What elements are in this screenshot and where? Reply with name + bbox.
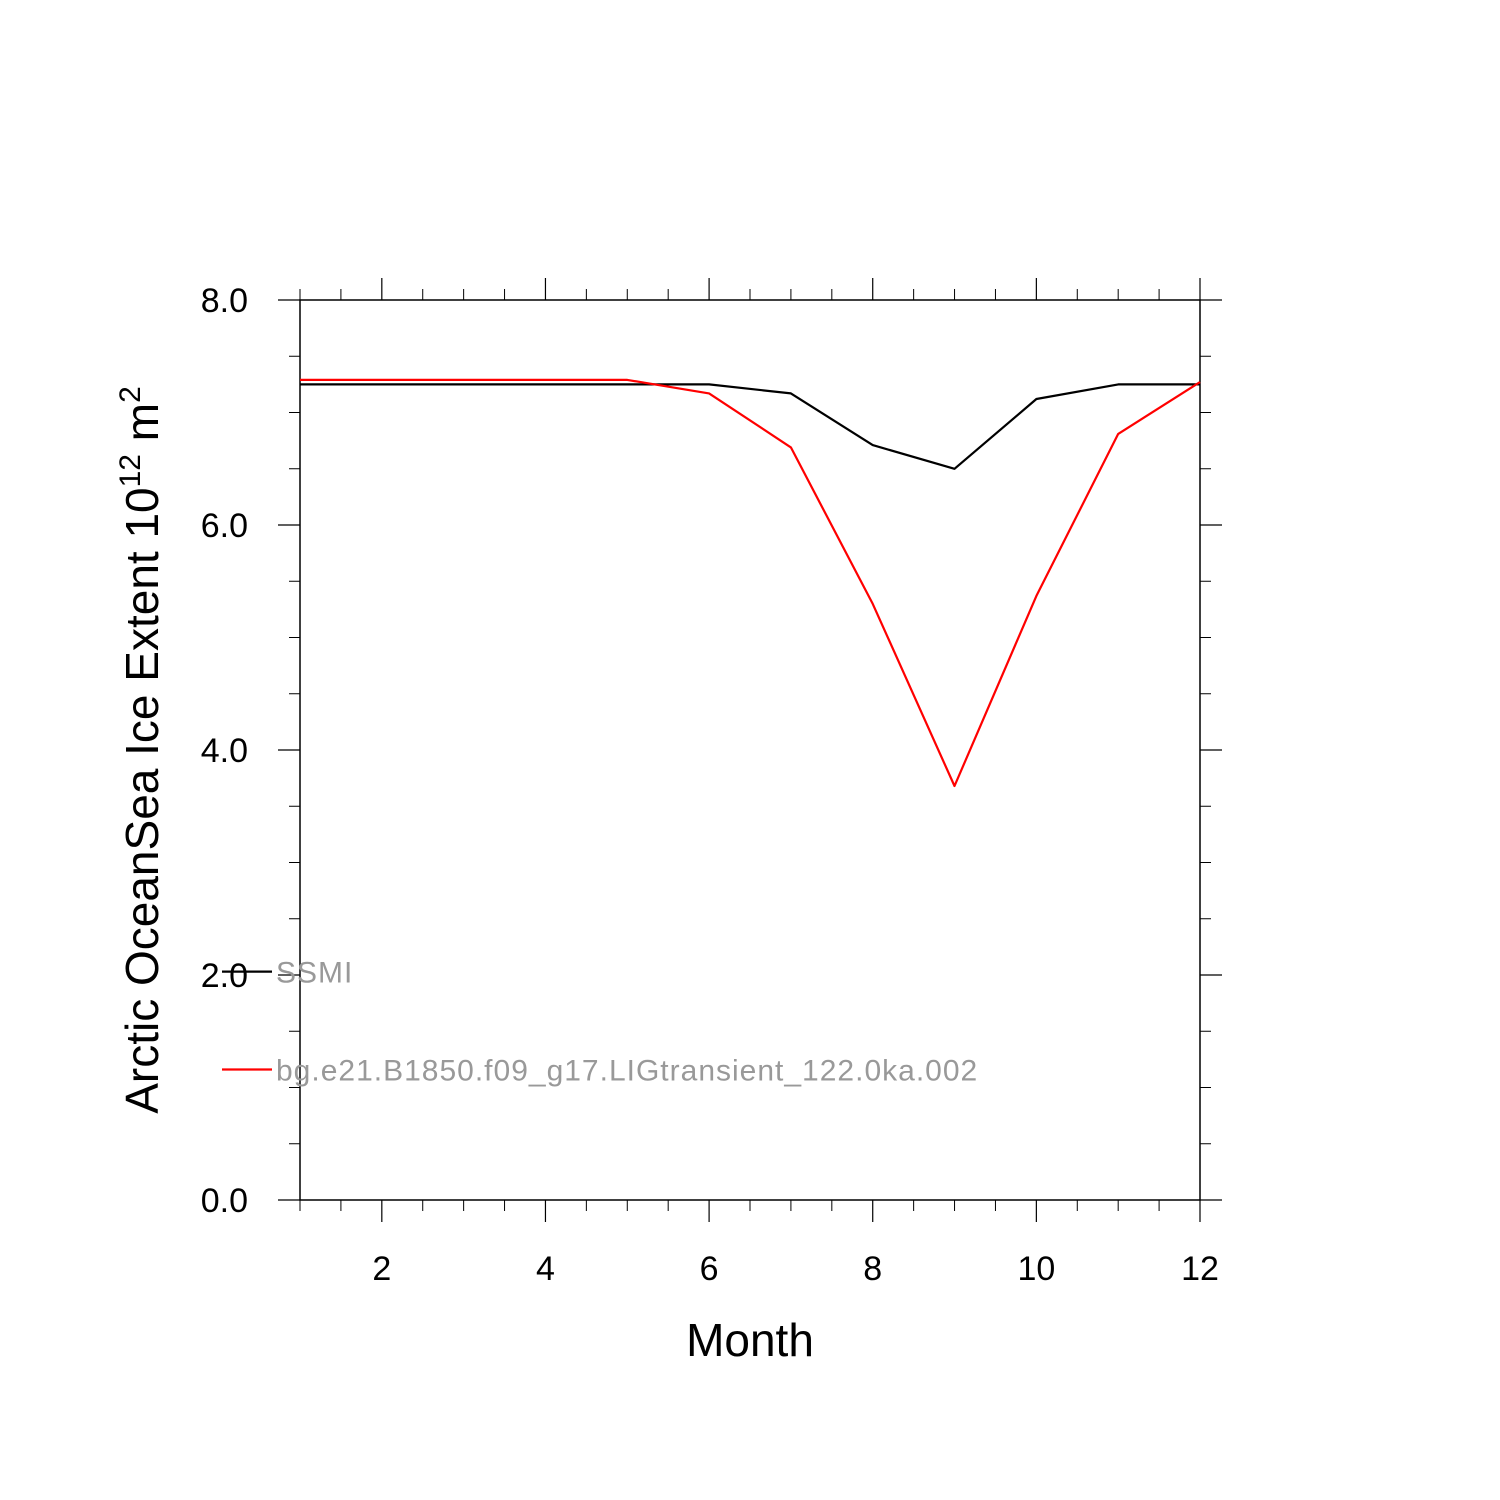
y-axis-title-unit-exponent: 2 <box>114 386 147 403</box>
series-line-2 <box>300 378 1201 788</box>
plot-frame <box>299 299 1201 1201</box>
x-tick-label: 2 <box>372 1250 391 1288</box>
y-tick-label: 6.0 <box>201 507 248 545</box>
x-tick-label: 12 <box>1181 1250 1219 1288</box>
y-tick-label: 0.0 <box>201 1182 248 1220</box>
major-ticks <box>278 278 1222 1222</box>
y-tick-label: 8.0 <box>201 282 248 320</box>
minor-ticks <box>289 289 1211 1211</box>
y-axis-title-unit: m <box>116 403 168 454</box>
legend-label-1: SSMI <box>276 957 353 990</box>
x-tick-label: 10 <box>1017 1250 1055 1288</box>
x-axis-title: Month <box>686 1314 814 1366</box>
x-tick-label: 4 <box>536 1250 555 1288</box>
y-axis-title-exponent: 12 <box>114 454 147 487</box>
tick-labels: 2 4 6 8 10 12 0.0 2.0 4.0 6.0 8.0 <box>201 282 1219 1288</box>
y-tick-label: 4.0 <box>201 732 248 770</box>
y-axis-title: Arctic OceanSea Ice Extent 1012 m2 <box>114 386 168 1114</box>
y-axis-title-main: Arctic OceanSea Ice Extent 10 <box>116 487 168 1113</box>
y-tick-label: 2.0 <box>201 957 248 995</box>
legend-label-2: bg.e21.B1850.f09_g17.LIGtransient_122.0k… <box>276 1055 978 1088</box>
x-tick-label: 6 <box>700 1250 719 1288</box>
series-line-1 <box>300 383 1200 470</box>
legend: SSMI bg.e21.B1850.f09_g17.LIGtransient_12… <box>222 957 978 1088</box>
x-tick-label: 8 <box>863 1250 882 1288</box>
series-layer <box>300 378 1201 788</box>
